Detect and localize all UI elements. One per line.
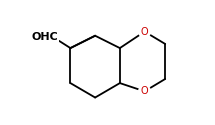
- Text: O: O: [141, 86, 148, 96]
- Circle shape: [138, 85, 151, 98]
- Text: O: O: [141, 27, 148, 37]
- Circle shape: [138, 25, 151, 38]
- Text: OHC: OHC: [31, 32, 58, 42]
